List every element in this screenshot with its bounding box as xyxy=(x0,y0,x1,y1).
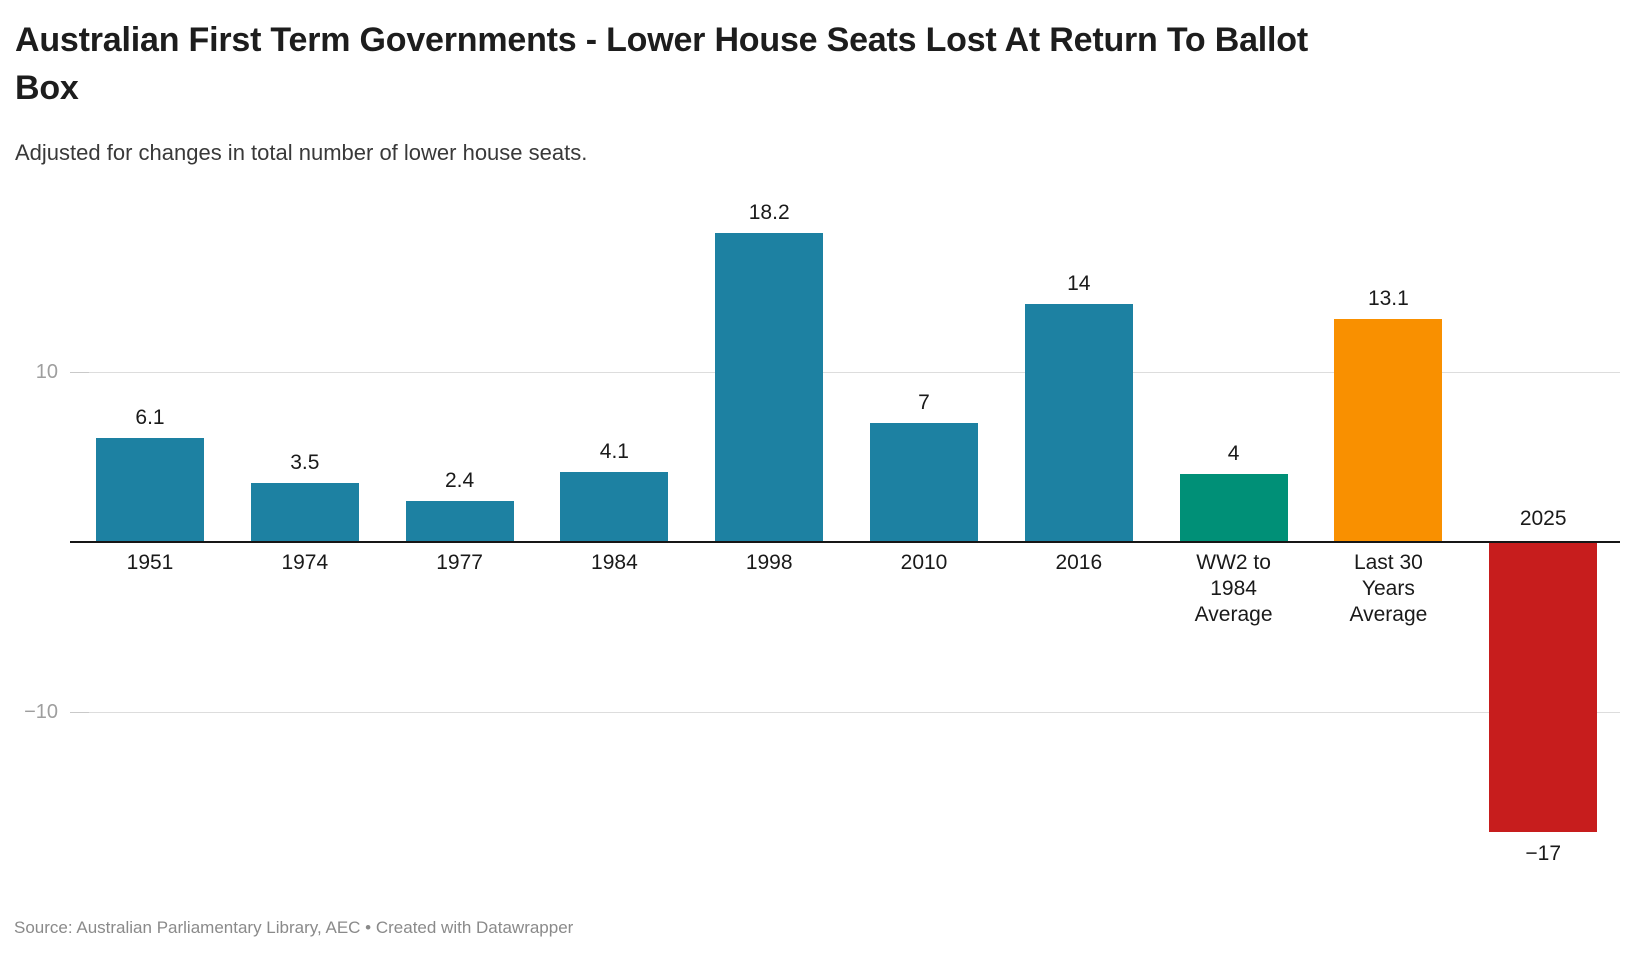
bar-category-label-line: WW2 to xyxy=(1196,551,1271,574)
x-axis-baseline xyxy=(70,541,1620,543)
bar-category-label-line: 2025 xyxy=(1519,507,1567,530)
bar-value-label: 13.1 xyxy=(1367,287,1409,311)
y-tick-label: −10 xyxy=(24,701,58,723)
bar xyxy=(405,501,514,542)
bar-category-label-line: 2016 xyxy=(1055,551,1103,574)
y-tick-label: 10 xyxy=(35,361,58,383)
bar-category-label-line: Last 30 xyxy=(1353,551,1423,574)
bar-category-label-line: 2010 xyxy=(900,551,948,574)
bar-category-label-line: Average xyxy=(1349,603,1428,626)
bar xyxy=(96,438,204,542)
page-title-line-2: Box xyxy=(15,69,79,107)
bar-value-label: 4 xyxy=(1227,442,1240,465)
page-title-line-1: Australian First Term Governments - Lowe… xyxy=(15,21,1308,59)
bar-value-label: 14 xyxy=(1067,272,1091,295)
bar-value-label: 6.1 xyxy=(135,406,165,430)
bar-category-label: WW2 to 1984 Average xyxy=(1164,550,1304,628)
bar xyxy=(250,482,359,542)
y-tick xyxy=(70,372,89,373)
bar-category-label: 1998 xyxy=(699,550,839,576)
bar xyxy=(715,232,824,542)
bar-category-label-line: Years xyxy=(1361,577,1415,600)
bar xyxy=(560,472,669,542)
page-title: Australian First Term Governments - Lowe… xyxy=(15,16,1595,112)
bar-category-label-line: Average xyxy=(1194,603,1273,626)
bar xyxy=(870,423,978,542)
bar xyxy=(1179,474,1288,542)
bar-value-label: 18.2 xyxy=(748,200,790,224)
source-line: Source: Australian Parliamentary Library… xyxy=(14,918,574,937)
bar-category-label-line: 1951 xyxy=(126,551,174,574)
bar-category-label-line: 1984 xyxy=(1210,577,1257,600)
y-gridline xyxy=(70,712,1620,713)
bar-value-label: 7 xyxy=(918,391,930,414)
bar-category-label: 1984 xyxy=(544,550,684,576)
bar-category-label: 1951 xyxy=(80,550,220,576)
bar-category-label: 2016 xyxy=(1009,550,1149,576)
bar-value-label: 4.1 xyxy=(599,440,629,464)
bar xyxy=(1334,319,1443,542)
bar xyxy=(1489,543,1598,832)
chart-subtitle: Adjusted for changes in total number of … xyxy=(15,140,588,165)
bar xyxy=(1024,304,1133,542)
y-tick xyxy=(70,712,89,713)
y-gridline xyxy=(70,372,1620,373)
bar-value-label: −17 xyxy=(1525,842,1561,865)
bar-category-label-line: 1974 xyxy=(281,551,329,574)
bar-category-label-line: 1998 xyxy=(745,551,793,574)
bar-category-label-line: 1977 xyxy=(436,551,483,574)
bar-category-label: 2025 xyxy=(1473,506,1613,532)
bar-category-label: Last 30 Years Average xyxy=(1318,550,1458,628)
bar-category-label: 2010 xyxy=(854,550,994,576)
bar-category-label: 1974 xyxy=(235,550,375,576)
bar-category-label: 1977 xyxy=(390,550,530,576)
bar-value-label: 3.5 xyxy=(290,450,320,474)
bar-category-label-line: 1984 xyxy=(591,551,638,574)
bar-value-label: 2.4 xyxy=(444,469,475,493)
